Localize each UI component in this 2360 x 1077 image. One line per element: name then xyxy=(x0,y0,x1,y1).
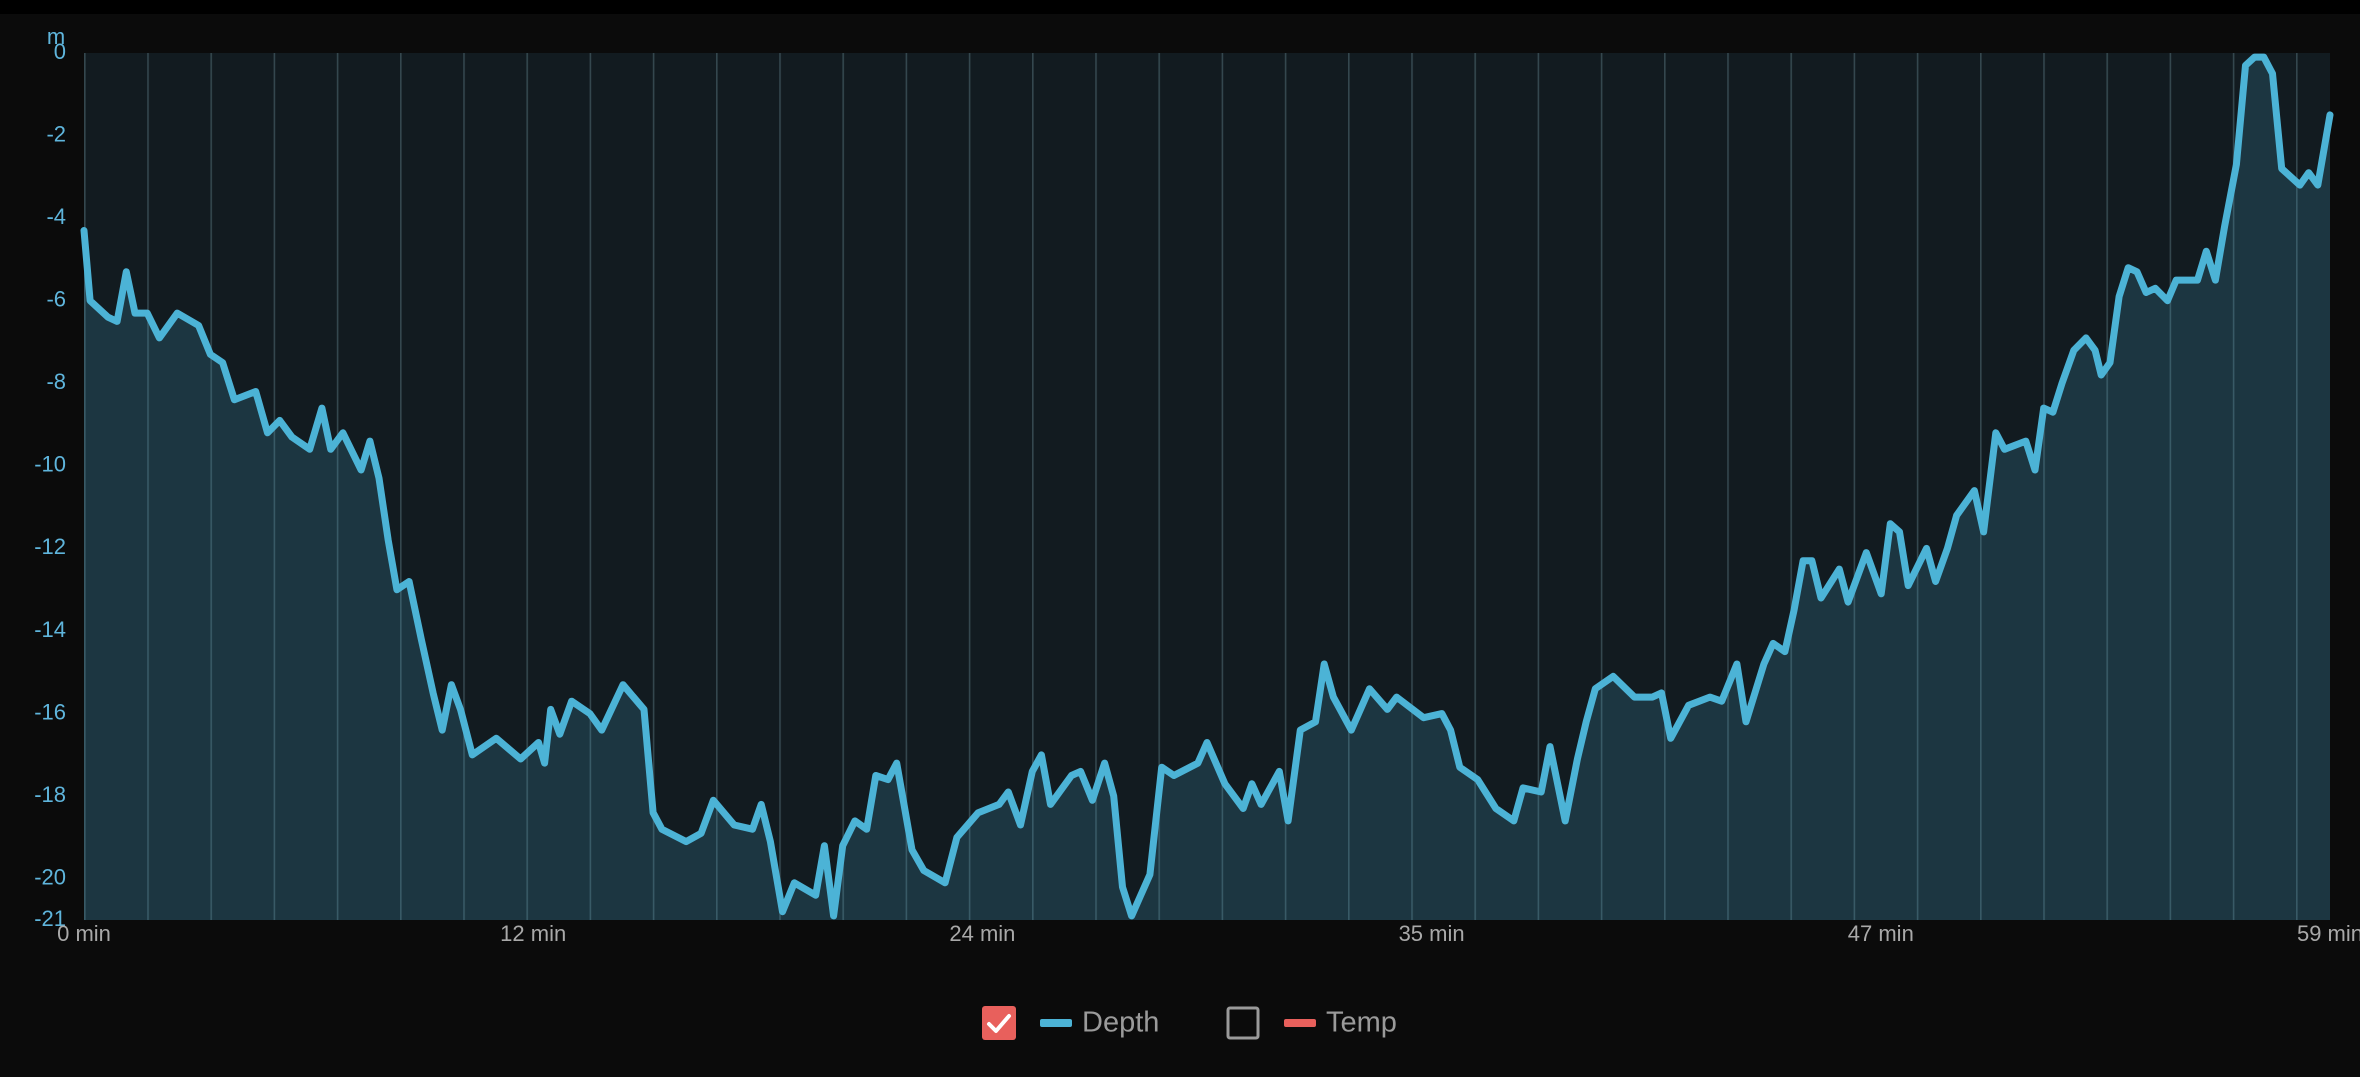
y-tick-label: -6 xyxy=(46,287,66,312)
depth-area xyxy=(84,57,2330,921)
y-tick-label: -16 xyxy=(34,699,66,724)
x-tick-label: 24 min xyxy=(949,921,1015,946)
y-tick-label: -12 xyxy=(34,534,66,559)
x-tick-label: 12 min xyxy=(500,921,566,946)
y-tick-label: -10 xyxy=(34,452,66,477)
x-tick-label: 0 min xyxy=(57,921,111,946)
y-tick-label: -21 xyxy=(34,906,66,931)
x-tick-label: 35 min xyxy=(1399,921,1465,946)
legend-item[interactable]: Temp xyxy=(1226,1006,1397,1040)
legend-item[interactable]: Depth xyxy=(982,1006,1159,1040)
top-bar xyxy=(0,0,2360,14)
y-unit: m xyxy=(47,24,65,49)
legend-checkbox[interactable] xyxy=(1226,1006,1260,1040)
legend-swatch xyxy=(1040,1019,1072,1027)
y-tick-label: -14 xyxy=(34,617,66,642)
vertical-grid xyxy=(84,53,2330,920)
y-tick-label: -4 xyxy=(46,204,66,229)
x-tick-label: 47 min xyxy=(1848,921,1914,946)
x-tick-label: 59 min xyxy=(2297,921,2360,946)
depth-line xyxy=(80,53,2334,920)
y-tick-label: -18 xyxy=(34,782,66,807)
legend-swatch xyxy=(1284,1019,1316,1027)
legend-label: Temp xyxy=(1326,1007,1397,1039)
legend-checkmark xyxy=(987,1014,1011,1033)
y-tick-label: -8 xyxy=(46,369,66,394)
legend-label: Depth xyxy=(1082,1007,1159,1039)
y-tick-label: -2 xyxy=(46,121,66,146)
legend-checkbox[interactable] xyxy=(982,1006,1016,1040)
y-tick-label: -20 xyxy=(34,865,66,890)
y-tick-label: 0 xyxy=(54,39,66,64)
